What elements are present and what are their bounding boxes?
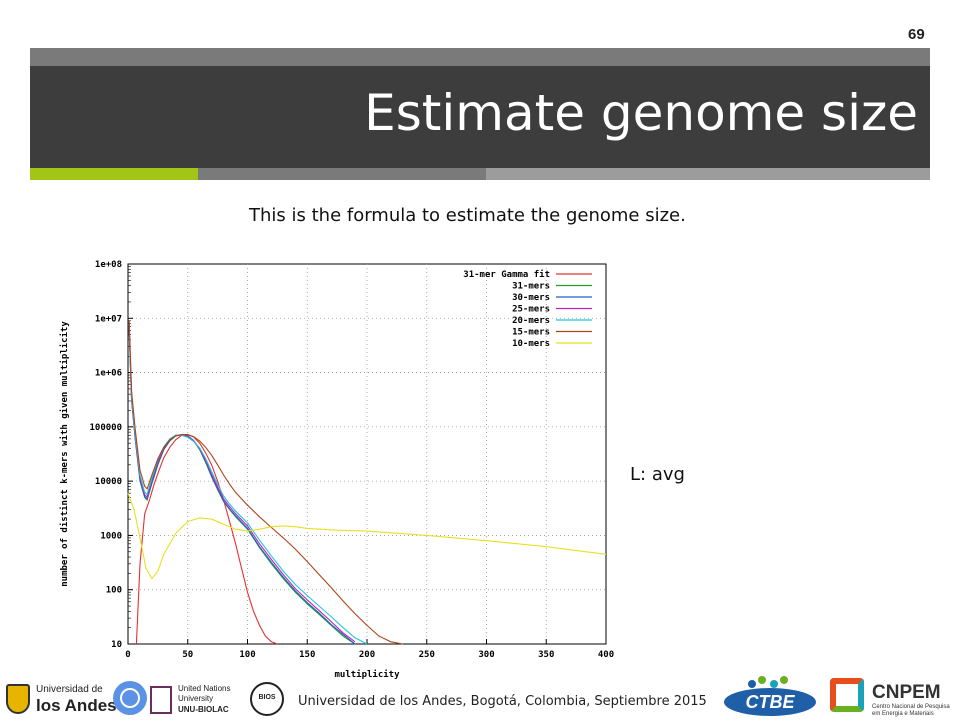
x-tick-label: 150 bbox=[299, 650, 315, 660]
kmer-spectrum-chart: 0 50 100 150 200 250 300 350 400 10 100 1000 10000 10… bbox=[59, 260, 614, 680]
y-tick-label: 1e+08 bbox=[95, 260, 122, 270]
chart-series bbox=[127, 320, 607, 645]
x-tick-label: 200 bbox=[359, 650, 375, 660]
ctbe-logo: CTBE bbox=[724, 676, 816, 716]
x-tick-label: 0 bbox=[125, 650, 130, 660]
unu-biolac-logo: United Nations University UNU-BIOLAC bbox=[150, 682, 242, 718]
series-line-31-mer-gamma-fit bbox=[135, 434, 278, 645]
unu-mark-icon bbox=[150, 686, 172, 714]
x-tick-label: 350 bbox=[538, 650, 554, 660]
accent-bar-light-gray bbox=[486, 168, 930, 180]
y-tick-label: 100 bbox=[106, 586, 122, 596]
chart-ticks: 0 50 100 150 200 250 300 350 400 10 100 1000 10000 10… bbox=[89, 260, 614, 660]
x-tick-label: 300 bbox=[478, 650, 494, 660]
y-tick-label: 1e+07 bbox=[95, 314, 122, 324]
legend-entry-label: 10-mers bbox=[512, 339, 550, 349]
x-tick-label: 250 bbox=[419, 650, 435, 660]
cnpem-logo: CNPEM Centro Nacional de Pesquisa em Ene… bbox=[830, 676, 956, 720]
united-nations-emblem-icon bbox=[113, 681, 147, 715]
y-tick-label: 1000 bbox=[100, 531, 122, 541]
side-label: L: avg bbox=[630, 464, 685, 485]
legend-entry-label: 31-mer Gamma fit bbox=[463, 269, 550, 280]
footer-text: Universidad de los Andes, Bogotá, Colomb… bbox=[298, 694, 707, 709]
y-tick-label: 10000 bbox=[95, 477, 122, 487]
crest-icon bbox=[6, 684, 30, 714]
title-bar: Estimate genome size bbox=[30, 66, 930, 168]
legend-entry-label: 31-mers bbox=[512, 282, 550, 292]
chart-grid bbox=[128, 264, 606, 644]
legend-entry-label: 20-mers bbox=[512, 316, 550, 326]
series-line-25-mers bbox=[128, 327, 356, 643]
x-tick-label: 100 bbox=[239, 650, 255, 660]
legend-entry-label: 15-mers bbox=[512, 328, 550, 338]
series-line-30-mers bbox=[128, 329, 356, 645]
bios-logo: BIOS bbox=[250, 682, 284, 716]
legend-entry-label: 30-mers bbox=[512, 293, 550, 303]
y-axis-label: number of distinct k-mers with given mul… bbox=[59, 321, 70, 587]
accent-bar-gray bbox=[198, 168, 486, 180]
series-line-15-mers bbox=[128, 320, 403, 645]
cnpem-mark-icon bbox=[830, 678, 864, 712]
y-tick-label: 100000 bbox=[89, 423, 122, 433]
x-tick-label: 400 bbox=[598, 650, 614, 660]
x-tick-label: 50 bbox=[182, 650, 193, 660]
accent-bar-green bbox=[30, 168, 198, 180]
series-line-20-mers bbox=[128, 325, 368, 645]
legend-entry-label: 25-mers bbox=[512, 305, 550, 315]
slide-title: Estimate genome size bbox=[364, 84, 918, 142]
universidad-de-los-andes-logo: Universidad de los Andes bbox=[6, 682, 117, 716]
slide-number: 69 bbox=[908, 26, 925, 43]
x-axis-label: multiplicity bbox=[334, 669, 400, 680]
y-tick-label: 10 bbox=[111, 640, 122, 650]
slide-caption: This is the formula to estimate the geno… bbox=[249, 205, 686, 226]
series-line-10-mers bbox=[127, 493, 607, 580]
header-top-strip bbox=[30, 48, 930, 66]
series-line-31-mers bbox=[128, 330, 356, 645]
y-tick-label: 1e+06 bbox=[95, 369, 122, 379]
